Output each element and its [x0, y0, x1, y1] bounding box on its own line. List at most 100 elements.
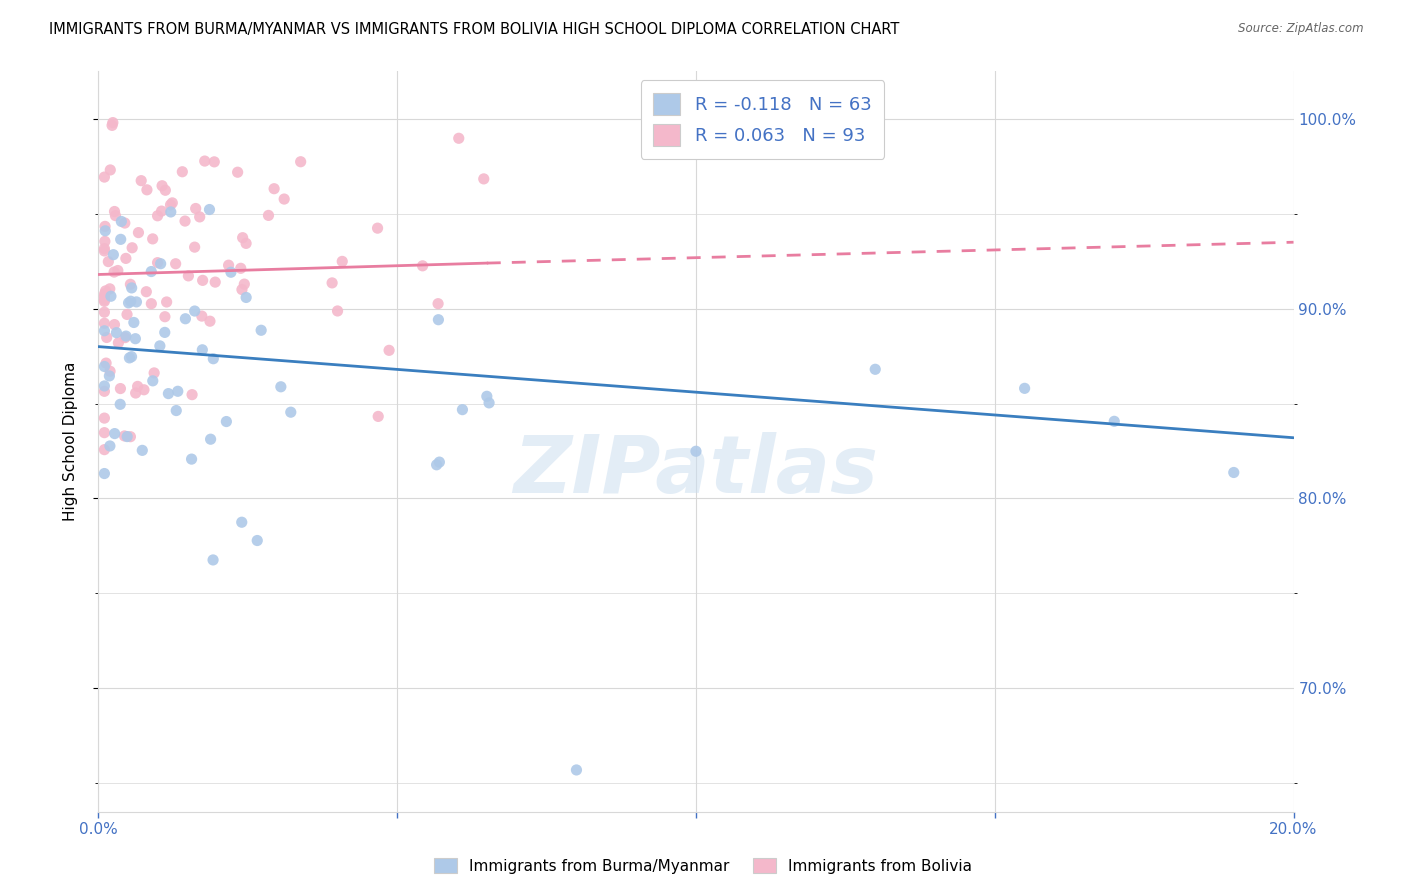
- Point: [159, 205, 181, 219]
- Point: [132, 383, 155, 397]
- Point: [115, 308, 138, 322]
- Point: [110, 382, 132, 396]
- Point: [174, 214, 197, 228]
- Point: [202, 351, 225, 366]
- Point: [104, 426, 127, 441]
- Point: [475, 389, 498, 403]
- Point: [270, 380, 292, 394]
- Point: [198, 202, 221, 217]
- Point: [93, 425, 115, 440]
- Point: [180, 452, 202, 467]
- Point: [202, 154, 225, 169]
- Point: [108, 397, 131, 411]
- Point: [153, 326, 176, 340]
- Point: [105, 326, 128, 340]
- Point: [103, 318, 125, 332]
- Point: [107, 263, 129, 277]
- Point: [141, 296, 163, 310]
- Point: [101, 115, 124, 129]
- Point: [231, 515, 253, 529]
- Point: [104, 209, 127, 223]
- Point: [149, 257, 172, 271]
- Point: [198, 314, 221, 328]
- Point: [257, 208, 280, 222]
- Point: [94, 356, 117, 370]
- Point: [93, 289, 115, 303]
- Point: [184, 202, 207, 216]
- Point: [235, 290, 257, 304]
- Point: [412, 259, 434, 273]
- Point: [98, 439, 121, 453]
- Point: [107, 335, 129, 350]
- Point: [94, 235, 117, 249]
- Point: [96, 330, 118, 344]
- Point: [202, 553, 225, 567]
- Point: [93, 379, 115, 393]
- Point: [110, 232, 132, 246]
- Point: [93, 467, 115, 481]
- Point: [1223, 466, 1246, 480]
- Point: [165, 403, 187, 417]
- Point: [93, 442, 115, 457]
- Point: [93, 384, 115, 399]
- Point: [93, 411, 115, 425]
- Point: [447, 131, 470, 145]
- Point: [280, 405, 302, 419]
- Point: [136, 183, 159, 197]
- Point: [100, 289, 122, 303]
- Point: [165, 257, 187, 271]
- Point: [183, 240, 205, 254]
- Point: [273, 192, 295, 206]
- Point: [181, 387, 204, 401]
- Point: [162, 195, 184, 210]
- Point: [378, 343, 401, 358]
- Legend: R = -0.118   N = 63, R = 0.063   N = 93: R = -0.118 N = 63, R = 0.063 N = 93: [641, 80, 884, 159]
- Point: [194, 154, 217, 169]
- Point: [235, 236, 257, 251]
- Point: [263, 182, 285, 196]
- Point: [290, 154, 312, 169]
- Point: [101, 119, 124, 133]
- Point: [124, 332, 146, 346]
- Point: [146, 209, 169, 223]
- Point: [326, 304, 349, 318]
- Point: [218, 258, 240, 272]
- Point: [427, 296, 450, 310]
- Point: [451, 402, 474, 417]
- Point: [204, 275, 226, 289]
- Y-axis label: High School Diploma: High School Diploma: [63, 362, 77, 521]
- Point: [157, 386, 180, 401]
- Point: [103, 265, 125, 279]
- Point: [93, 244, 115, 258]
- Point: [156, 295, 179, 310]
- Point: [141, 264, 163, 278]
- Point: [120, 430, 142, 444]
- Point: [93, 305, 115, 319]
- Point: [93, 242, 115, 256]
- Point: [97, 254, 120, 268]
- Point: [98, 163, 121, 178]
- Point: [1014, 381, 1036, 395]
- Point: [93, 316, 115, 330]
- Point: [98, 364, 121, 378]
- Point: [685, 106, 707, 120]
- Point: [94, 224, 117, 238]
- Point: [231, 283, 253, 297]
- Point: [219, 265, 242, 279]
- Point: [229, 261, 252, 276]
- Point: [226, 165, 249, 179]
- Legend: Immigrants from Burma/Myanmar, Immigrants from Bolivia: Immigrants from Burma/Myanmar, Immigrant…: [427, 852, 979, 880]
- Point: [115, 252, 138, 266]
- Point: [565, 763, 588, 777]
- Point: [121, 350, 143, 364]
- Point: [321, 276, 343, 290]
- Point: [93, 359, 115, 374]
- Point: [120, 294, 142, 309]
- Point: [93, 324, 115, 338]
- Point: [94, 284, 117, 298]
- Point: [367, 409, 389, 424]
- Point: [166, 384, 188, 399]
- Point: [426, 458, 449, 472]
- Point: [93, 294, 115, 309]
- Point: [172, 165, 194, 179]
